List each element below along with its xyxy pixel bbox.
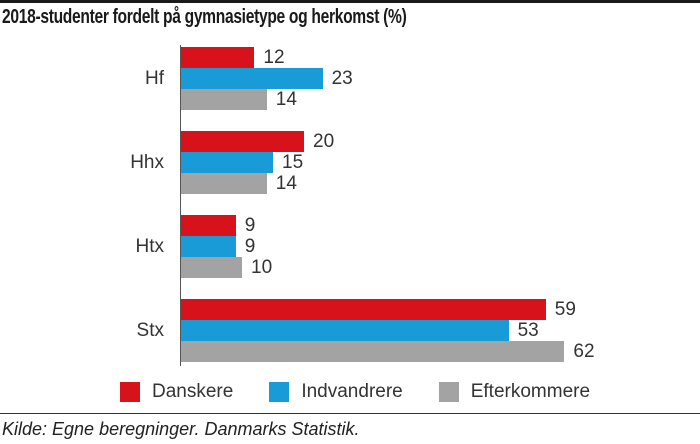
bar-value-label: 12 <box>263 47 285 68</box>
bar-row: 59 <box>180 299 595 320</box>
top-border-rule <box>0 0 700 3</box>
bar-stack: 59 53 62 <box>180 299 595 362</box>
bar-stx-indvandrere <box>180 320 509 341</box>
category-label: Hf <box>145 67 164 89</box>
category-label: Stx <box>136 319 164 341</box>
bar-hhx-efterkommere <box>180 173 267 194</box>
bar-row: 53 <box>180 320 595 341</box>
bar-row: 15 <box>180 152 334 173</box>
category-group-hhx: Hhx 20 15 14 <box>0 131 700 194</box>
category-label: Hhx <box>130 151 164 173</box>
bar-value-label: 14 <box>275 89 297 110</box>
bar-hhx-indvandrere <box>180 152 273 173</box>
bar-row: 23 <box>180 68 353 89</box>
legend-item-efterkommere: Efterkommere <box>438 381 591 403</box>
bar-row: 12 <box>180 47 353 68</box>
bar-stack: 9 9 10 <box>180 215 272 278</box>
bar-stack: 20 15 14 <box>180 131 334 194</box>
bar-stx-efterkommere <box>180 341 565 362</box>
bar-row: 9 <box>180 236 272 257</box>
bar-row: 10 <box>180 257 272 278</box>
bar-hf-efterkommere <box>180 89 267 110</box>
legend: Danskere Indvandrere Efterkommere <box>120 381 590 403</box>
bar-value-label: 14 <box>275 173 297 194</box>
bar-hhx-danskere <box>180 131 304 152</box>
chart-title: 2018-studenter fordelt på gymnasietype o… <box>2 6 407 28</box>
bar-value-label: 20 <box>313 131 335 152</box>
bar-row: 14 <box>180 89 353 110</box>
legend-label: Efterkommere <box>470 381 591 402</box>
category-group-htx: Htx 9 9 10 <box>0 215 700 278</box>
bar-value-label: 15 <box>282 152 304 173</box>
bar-value-label: 53 <box>517 320 539 341</box>
bar-value-label: 10 <box>251 257 273 278</box>
bar-stx-danskere <box>180 299 546 320</box>
bar-row: 14 <box>180 173 334 194</box>
bar-row: 9 <box>180 215 272 236</box>
legend-label: Danskere <box>152 381 234 402</box>
bar-value-label: 9 <box>244 215 256 236</box>
bar-value-label: 62 <box>573 341 595 362</box>
bar-stack: 12 23 14 <box>180 47 353 110</box>
legend-swatch-icon <box>120 382 140 402</box>
legend-swatch-icon <box>269 382 290 402</box>
bar-htx-danskere <box>180 215 236 236</box>
bar-htx-indvandrere <box>180 236 236 257</box>
legend-item-indvandrere: Indvandrere <box>269 381 403 403</box>
category-group-hf: Hf 12 23 14 <box>0 47 700 110</box>
bar-hf-danskere <box>180 47 255 68</box>
source-note: Kilde: Egne beregninger. Danmarks Statis… <box>2 419 360 439</box>
y-axis-line <box>180 45 181 366</box>
bar-value-label: 9 <box>244 236 256 257</box>
bar-row: 62 <box>180 341 595 362</box>
bar-htx-efterkommere <box>180 257 242 278</box>
bar-value-label: 23 <box>331 68 353 89</box>
legend-label: Indvandrere <box>301 381 403 402</box>
legend-item-danskere: Danskere <box>120 381 233 403</box>
footer-divider-rule <box>0 413 700 414</box>
category-label: Htx <box>135 235 165 257</box>
bar-row: 20 <box>180 131 334 152</box>
bar-hf-indvandrere <box>180 68 323 89</box>
bar-value-label: 59 <box>554 299 576 320</box>
category-group-stx: Stx 59 53 62 <box>0 299 700 362</box>
bar-chart: Hf 12 23 14 Hhx 20 15 14 Htx 9 9 10 Stx 59 53 62 <box>0 45 700 366</box>
legend-swatch-icon <box>438 382 459 402</box>
